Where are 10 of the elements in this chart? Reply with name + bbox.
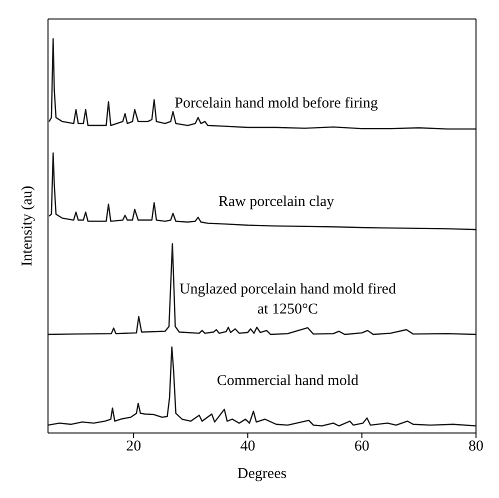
x-tick-label: 80 <box>468 438 484 455</box>
series-label: Raw porcelain clay <box>218 194 335 210</box>
y-axis-title: Intensity (au) <box>19 186 36 266</box>
series-label: Porcelain hand mold before firing <box>174 95 378 112</box>
x-tick-label: 20 <box>126 438 142 455</box>
x-tick-label: 60 <box>354 438 370 455</box>
x-axis-title: Degrees <box>237 466 287 482</box>
series-label: Unglazed porcelain hand mold fired at 1250°C <box>179 282 396 318</box>
series-label: Commercial hand mold <box>216 373 359 390</box>
x-tick-label: 40 <box>240 438 256 455</box>
